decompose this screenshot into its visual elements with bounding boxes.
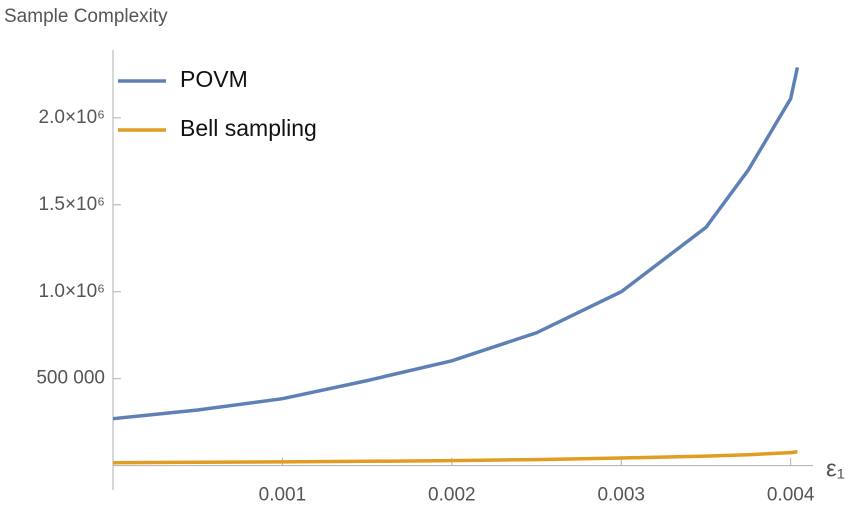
line [112, 67, 800, 421]
y-tick-label: 500 000 [36, 368, 105, 389]
y-tick-label: 1.0×10⁶ [39, 281, 105, 302]
x-tick-label: 0.001 [259, 485, 307, 506]
x-tick-label: 0.002 [428, 485, 476, 506]
x-tick-label: 0.004 [767, 485, 815, 506]
y-tick-label: 2.0×10⁶ [39, 107, 105, 128]
x-tick-label: 0.003 [597, 485, 645, 506]
line [112, 450, 798, 465]
legend-label: Bell sampling [180, 115, 317, 141]
x-axis-label: ε₁ [826, 455, 845, 482]
y-tick-label: 1.5×10⁶ [39, 194, 105, 215]
y-axis-label: Sample Complexity [4, 6, 168, 27]
legend-label: POVM [180, 66, 248, 92]
